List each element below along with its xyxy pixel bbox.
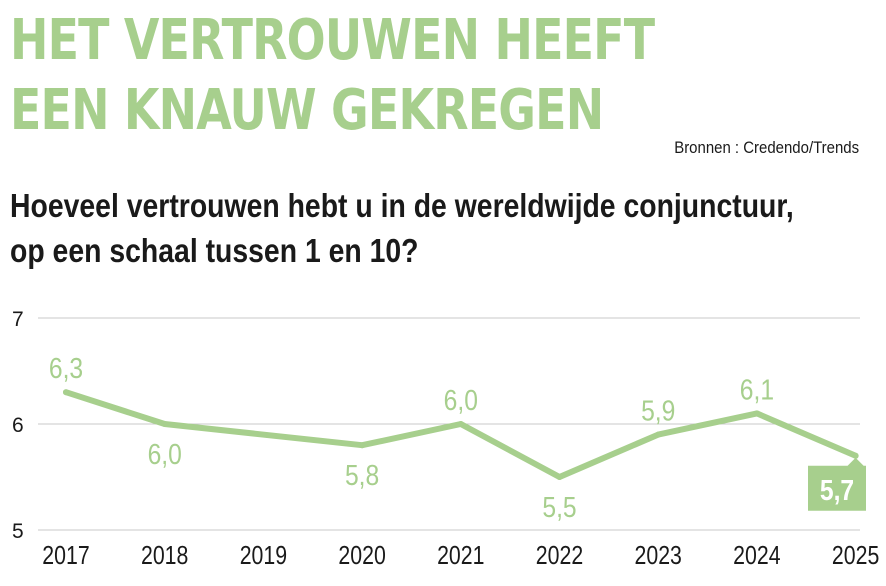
data-label: 5,5 <box>542 491 576 523</box>
data-label-latest: 5,7 <box>820 474 854 506</box>
x-tick-label: 2023 <box>634 541 681 571</box>
chart-subtitle: Hoeveel vertrouwen hebt u in de wereldwi… <box>10 183 794 273</box>
chart-title-line-2: EEN KNAUW GEKREGEN <box>10 78 604 143</box>
data-label: 6,3 <box>49 352 83 384</box>
data-point <box>852 452 859 459</box>
chart-subtitle-line-1: Hoeveel vertrouwen hebt u in de wereldwi… <box>10 187 794 224</box>
data-point <box>161 421 168 427</box>
source-note: Bronnen : Credendo/Trends <box>674 138 859 157</box>
data-label: 6,1 <box>740 374 774 406</box>
data-point <box>655 431 662 438</box>
data-point <box>63 389 69 396</box>
series-line <box>63 389 859 480</box>
data-point <box>457 421 464 427</box>
x-tick-label: 2019 <box>240 541 287 571</box>
x-tick-label: 2021 <box>437 541 484 571</box>
data-point <box>753 410 760 417</box>
data-point <box>359 442 366 449</box>
data-label: 6,0 <box>444 384 478 416</box>
data-label: 6,0 <box>148 438 182 470</box>
x-tick-label: 2017 <box>42 541 89 571</box>
y-tick-label: 5 <box>12 520 24 543</box>
x-tick-label: 2022 <box>536 541 583 571</box>
last-value-badge <box>808 457 866 511</box>
data-label: 5,8 <box>345 459 379 491</box>
chart-subtitle-line-2: op een schaal tussen 1 en 10? <box>10 232 419 269</box>
x-tick-label: 2025 <box>832 541 879 571</box>
y-tick-label: 6 <box>12 414 24 437</box>
data-point <box>556 474 563 480</box>
data-label: 5,9 <box>641 395 675 427</box>
x-tick-label: 2024 <box>733 541 780 571</box>
chart-title-line-1: HET VERTROUWEN HEEFT <box>10 8 655 73</box>
x-tick-label: 2018 <box>141 541 188 571</box>
x-tick-label: 2020 <box>338 541 385 571</box>
y-tick-label: 7 <box>12 308 24 331</box>
chart-title: HET VERTROUWEN HEEFT EEN KNAUW GEKREGEN <box>10 6 655 146</box>
